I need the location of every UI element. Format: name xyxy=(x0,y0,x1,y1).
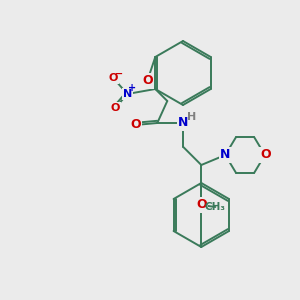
Text: O: O xyxy=(109,73,118,83)
Text: O: O xyxy=(261,148,271,161)
Text: O: O xyxy=(142,74,153,88)
Text: N: N xyxy=(220,148,230,161)
Text: O: O xyxy=(196,199,207,212)
Text: O: O xyxy=(130,118,141,131)
Text: N: N xyxy=(178,116,188,130)
Text: CH₃: CH₃ xyxy=(205,202,226,212)
Text: H: H xyxy=(187,112,196,122)
Text: −: − xyxy=(115,69,123,79)
Text: +: + xyxy=(128,83,136,93)
Text: N: N xyxy=(123,89,132,99)
Text: O: O xyxy=(111,103,120,113)
